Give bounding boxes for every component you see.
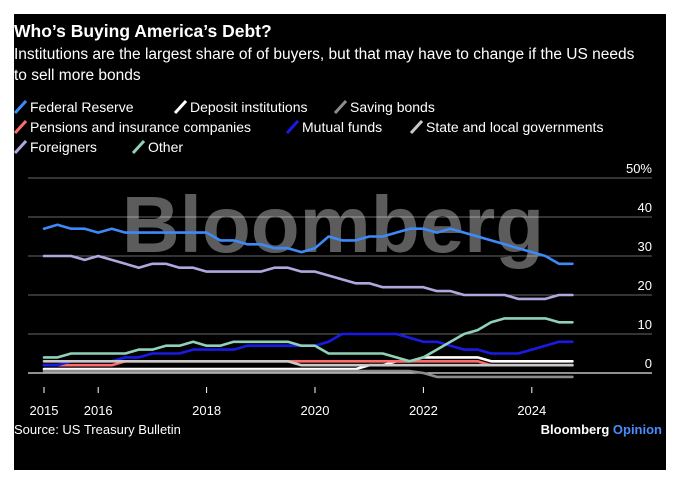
legend-swatch-saving-bonds bbox=[334, 100, 347, 114]
legend-swatch-foreigners bbox=[14, 140, 27, 154]
x-tick-label-2015: 2015 bbox=[30, 403, 59, 418]
legend-label-pensions-insurance: Pensions and insurance companies bbox=[30, 119, 252, 135]
legend-label-federal-reserve: Federal Reserve bbox=[30, 99, 134, 115]
brand-opinion: Opinion bbox=[609, 422, 662, 437]
legend-label-deposit-institutions: Deposit institutions bbox=[190, 99, 308, 115]
x-tick-label-2016: 2016 bbox=[84, 403, 113, 418]
series-line-state-and-local-governments bbox=[42, 359, 574, 367]
legend-swatch-other bbox=[132, 140, 145, 154]
watermark-text: Bloomberg bbox=[122, 180, 544, 269]
chart-subtitle: Institutions are the largest share of of… bbox=[14, 46, 635, 84]
series-line-federal-reserve bbox=[42, 223, 574, 266]
brand-main: Bloomberg bbox=[540, 422, 610, 437]
x-tick-label-2024: 2024 bbox=[517, 403, 546, 418]
legend-label-other: Other bbox=[148, 139, 184, 155]
legend-label-mutual-funds: Mutual funds bbox=[302, 119, 383, 135]
legend-label-saving-bonds: Saving bonds bbox=[350, 99, 435, 115]
y-tick-label-50: 50% bbox=[626, 161, 652, 176]
x-tick-label-2020: 2020 bbox=[301, 403, 330, 418]
tick-layer: 50% 40 30 20 10 0 2015 2016 2018 2020 2022 2024 bbox=[30, 161, 653, 418]
brand-logo: Bloomberg Opinion bbox=[541, 422, 662, 437]
legend-swatch-deposit-institutions bbox=[174, 100, 187, 114]
y-tick-label-30: 30 bbox=[638, 239, 652, 254]
legend-swatch-federal-reserve bbox=[14, 100, 27, 114]
series-line-other bbox=[42, 317, 574, 363]
chart-card bbox=[14, 14, 666, 470]
y-tick-label-10: 10 bbox=[638, 317, 652, 332]
x-tick-label-2018: 2018 bbox=[192, 403, 221, 418]
series-layer bbox=[42, 223, 574, 379]
grid-layer bbox=[28, 177, 652, 374]
y-tick-label-0: 0 bbox=[645, 356, 652, 371]
series-line-foreigners bbox=[42, 254, 574, 301]
source-note: Source: US Treasury Bulletin bbox=[14, 422, 181, 437]
legend-swatch-state-local bbox=[410, 120, 423, 134]
series-line-deposit-institutions bbox=[42, 356, 574, 371]
legend-swatch-pensions-insurance bbox=[14, 120, 27, 134]
legend-label-foreigners: Foreigners bbox=[30, 139, 97, 155]
series-line-saving-bonds bbox=[42, 369, 574, 379]
x-tick-label-2022: 2022 bbox=[409, 403, 438, 418]
legend-swatch-mutual-funds bbox=[286, 120, 299, 134]
legend-label-state-local: State and local governments bbox=[426, 119, 604, 135]
chart-title: Who’s Buying America’s Debt? bbox=[14, 21, 272, 41]
y-tick-label-20: 20 bbox=[638, 278, 652, 293]
y-tick-label-40: 40 bbox=[638, 200, 652, 215]
